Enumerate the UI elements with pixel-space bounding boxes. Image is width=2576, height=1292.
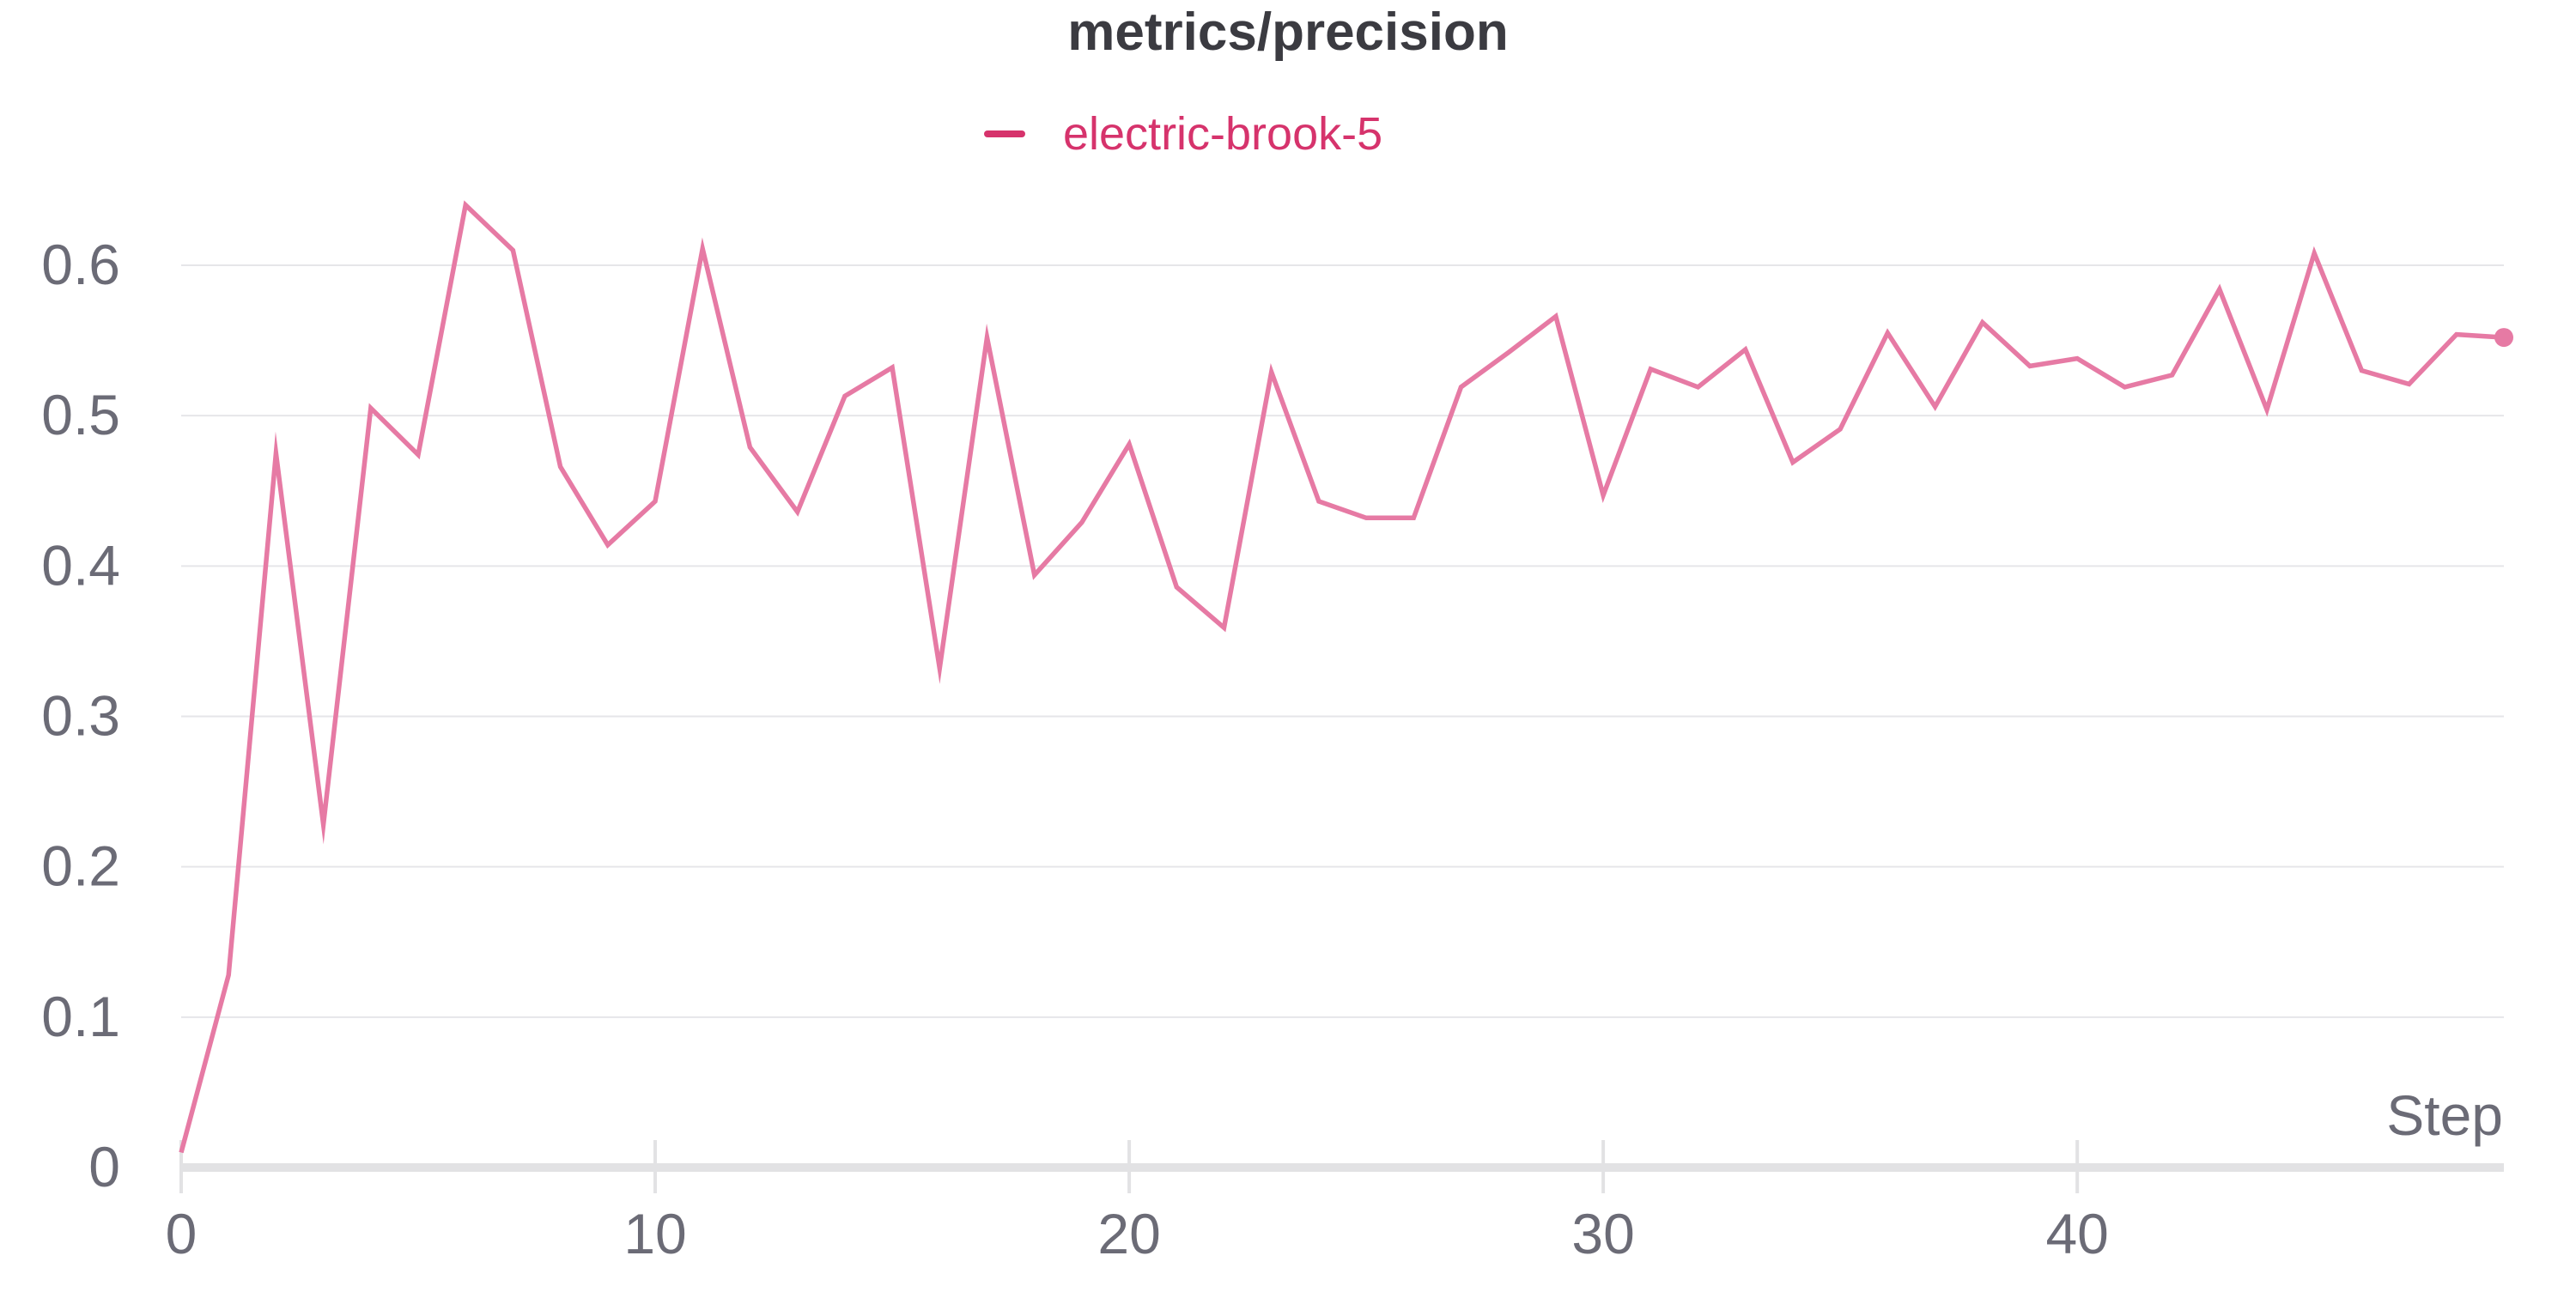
y-tick-label: 0.6	[41, 233, 120, 296]
x-tick-label: 20	[1097, 1202, 1160, 1265]
y-tick-label: 0.3	[41, 684, 120, 748]
x-tick-label: 30	[1571, 1202, 1634, 1265]
x-axis-label: Step	[2386, 1083, 2503, 1147]
series-layer[interactable]	[179, 200, 2513, 1154]
y-tick-label: 0.4	[41, 533, 120, 597]
series-line-electric-brook-5[interactable]	[179, 200, 2505, 1154]
y-axis-tick-labels: 0 0.1 0.2 0.3 0.4 0.5 0.6	[41, 233, 120, 1198]
y-tick-label: 0.5	[41, 383, 120, 446]
legend-label: electric-brook-5	[1063, 108, 1382, 160]
x-tick-label: 10	[623, 1202, 686, 1265]
y-tick-label: 0	[88, 1135, 120, 1198]
gridlines	[181, 264, 2504, 1018]
x-tick-label: 0	[166, 1202, 197, 1265]
last-point-marker[interactable]	[2494, 328, 2513, 348]
chart-title: metrics/precision	[1067, 3, 1508, 62]
y-tick-label: 0.2	[41, 834, 120, 898]
x-tick-label: 40	[2045, 1202, 2108, 1265]
legend[interactable]: electric-brook-5	[984, 108, 1382, 160]
x-axis-ticks: 0 10 20 30 40	[166, 1140, 2109, 1265]
y-tick-label: 0.1	[41, 985, 120, 1048]
legend-swatch	[984, 130, 1025, 137]
